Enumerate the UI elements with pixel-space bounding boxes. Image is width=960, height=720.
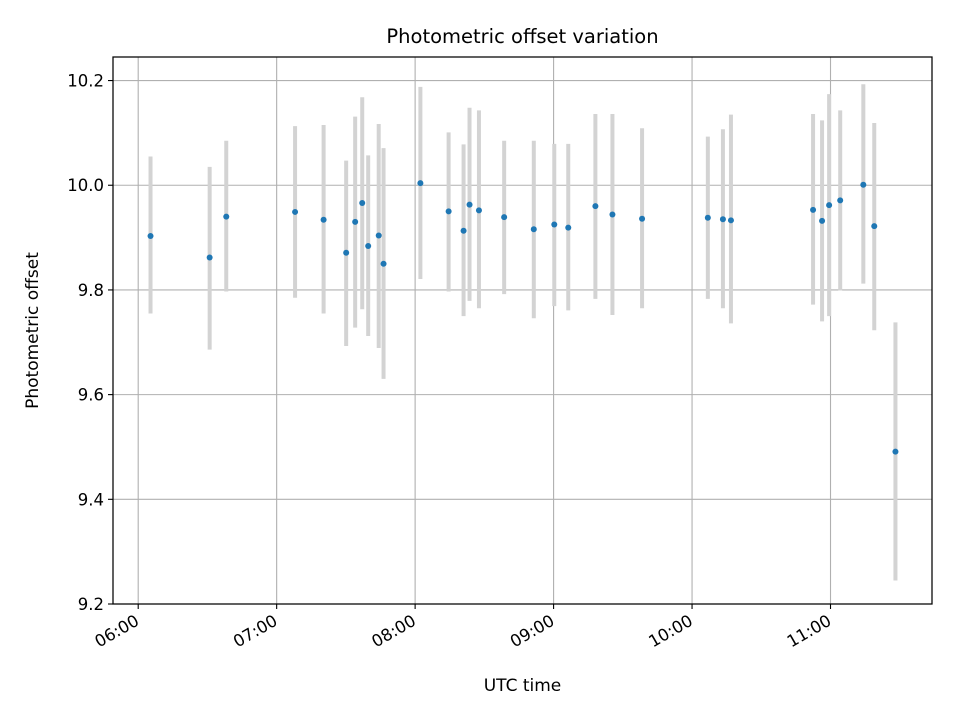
data-point xyxy=(365,242,372,249)
data-point xyxy=(223,213,230,220)
data-point xyxy=(380,260,387,267)
y-tick-label: 10.0 xyxy=(67,176,104,195)
data-point xyxy=(551,221,558,228)
data-point xyxy=(727,217,734,224)
data-point xyxy=(819,217,826,224)
data-point xyxy=(475,207,482,214)
data-point xyxy=(292,208,299,215)
data-point xyxy=(320,216,327,223)
data-point xyxy=(501,214,508,221)
y-axis-label: Photometric offset xyxy=(23,252,43,409)
data-point xyxy=(147,233,154,240)
data-point xyxy=(639,215,646,222)
data-points xyxy=(147,180,899,455)
data-point xyxy=(206,254,213,261)
plot-frame xyxy=(112,56,933,605)
data-point xyxy=(719,216,726,223)
data-point xyxy=(352,218,359,225)
data-point xyxy=(871,223,878,230)
data-point xyxy=(530,226,537,233)
data-point xyxy=(892,448,899,455)
data-point xyxy=(445,208,452,215)
data-point xyxy=(565,224,572,231)
x-axis-label: UTC time xyxy=(484,676,562,696)
data-point xyxy=(359,200,366,207)
x-tick-label: 10:00 xyxy=(645,611,696,651)
data-point xyxy=(704,214,711,221)
error-bars xyxy=(148,84,898,581)
y-tick-label: 10.2 xyxy=(67,72,104,91)
x-tick-label: 07:00 xyxy=(230,611,281,651)
data-point xyxy=(417,180,424,187)
data-point xyxy=(466,201,473,208)
grid xyxy=(113,57,932,605)
y-axis-ticks: 9.2 9.4 9.6 9.8 10.0 10.2 xyxy=(67,72,113,614)
data-point xyxy=(837,197,844,204)
y-tick-label: 9.8 xyxy=(78,281,104,300)
y-tick-label: 9.2 xyxy=(78,595,104,614)
data-point xyxy=(460,227,467,234)
x-tick-label: 06:00 xyxy=(92,611,143,651)
data-point xyxy=(860,181,867,188)
x-tick-label: 08:00 xyxy=(368,611,419,651)
x-tick-label: 09:00 xyxy=(507,611,558,651)
chart-title: Photometric offset variation xyxy=(386,25,658,48)
data-point xyxy=(375,232,382,239)
data-point xyxy=(343,249,350,256)
y-tick-label: 9.6 xyxy=(78,386,104,405)
x-axis-ticks: 06:00 07:00 08:00 09:00 10:00 11:00 xyxy=(92,604,835,651)
data-point xyxy=(826,202,833,209)
data-point xyxy=(810,206,817,213)
y-tick-label: 9.4 xyxy=(78,490,104,509)
data-point xyxy=(592,203,599,210)
x-tick-label: 11:00 xyxy=(784,611,835,651)
data-point xyxy=(609,211,616,218)
